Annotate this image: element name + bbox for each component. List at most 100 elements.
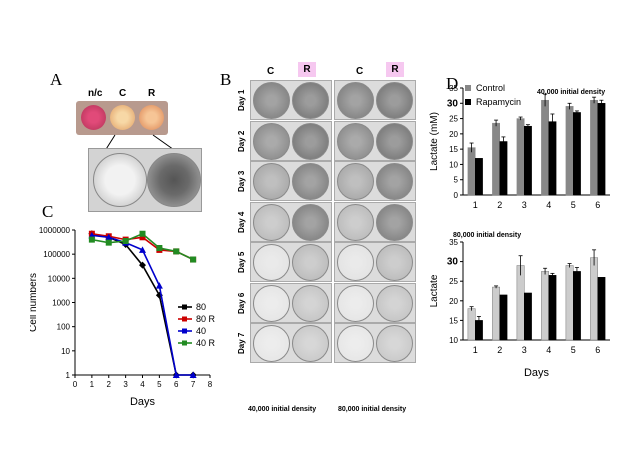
data-point [105, 239, 112, 246]
panel-b-col-r-2: R [386, 62, 404, 77]
bar [524, 292, 532, 341]
panel-b-plate [334, 120, 416, 161]
x-tick-label: 3 [522, 200, 527, 210]
bar [573, 112, 581, 196]
panel-b-well [337, 82, 374, 119]
panel-b-well [337, 163, 374, 200]
panel-b-plate [250, 80, 332, 120]
panel-b-well [337, 122, 374, 160]
bar [492, 122, 501, 196]
x-tick-label: 4 [140, 380, 145, 389]
x-tick-label: 3 [522, 345, 527, 355]
bar [516, 265, 525, 341]
panel-b-day-label: Day 5 [237, 251, 246, 273]
y-tick-label: 35 [449, 238, 458, 247]
panel-a-label-c: C [119, 88, 127, 99]
chart-title: 40,000 initial density [537, 89, 605, 96]
y-tick-label: 5 [454, 176, 459, 185]
bar [499, 141, 508, 196]
bar [573, 271, 581, 341]
panel-b-col-r-1: R [298, 62, 316, 77]
bar [467, 308, 476, 341]
y-tick-label: 15 [449, 145, 458, 154]
panel-b-well [292, 284, 329, 322]
x-tick-label: 6 [595, 345, 600, 355]
legend-label: 80 [196, 302, 206, 312]
data-point [122, 238, 129, 245]
panel-b-plate [250, 323, 332, 363]
y-tick-label: 1000 [52, 299, 70, 308]
y-tick-label: 35 [449, 84, 458, 93]
y-axis-label: Lactate (mM) [429, 112, 440, 171]
bar [516, 118, 525, 196]
panel-b-well [292, 203, 329, 241]
data-point [172, 371, 180, 378]
panel-b-plate [250, 282, 332, 323]
x-tick-label: 5 [157, 380, 162, 389]
x-tick-label: 5 [571, 345, 576, 355]
y-tick-label: 1 [66, 371, 71, 380]
legend-swatch [465, 99, 471, 105]
panel-a-letter: A [50, 70, 63, 89]
well-nc [81, 105, 106, 130]
x-axis-label: Days [524, 367, 550, 379]
panel-b-letter: B [220, 70, 232, 89]
y-tick-label: 20 [449, 130, 458, 139]
panel-d-bar-chart-40k: 0 5 10 15 20 25 30 35 1 2 3 4 5 6 Lactate (mM) 40,000 i… [429, 83, 610, 210]
panel-b-well [376, 325, 413, 362]
panel-b-caption-80k: 80,000 initial density [338, 406, 407, 413]
data-point [189, 371, 197, 378]
x-tick-label: 4 [546, 345, 551, 355]
data-point [190, 256, 197, 263]
panel-b-well [376, 203, 413, 241]
panel-b-plate [334, 323, 416, 363]
panel-b-well [292, 244, 329, 281]
data-point [88, 236, 95, 243]
bar [541, 99, 550, 196]
panel-b-well [337, 203, 374, 241]
panel-b-day-label: Day 3 [237, 170, 246, 192]
panel-b-plate [334, 242, 416, 282]
panel-b-caption-40k: 40,000 initial density [248, 406, 317, 413]
y-tick-label: 25 [449, 115, 458, 124]
panel-b-day-label: Day 1 [237, 89, 246, 111]
data-point [173, 248, 180, 255]
data-point [139, 230, 146, 237]
panel-b-well [376, 163, 413, 200]
data-point [156, 244, 163, 251]
panel-b-well [376, 122, 413, 160]
panel-d-bar-chart-80k: 10 15 20 25 30 35 1 2 3 4 5 6 Lactate 80,000 initial … [429, 232, 610, 379]
panel-b-well [376, 82, 413, 119]
panel-b-well [292, 82, 329, 119]
bar [597, 103, 606, 196]
x-axis-label: Days [130, 396, 156, 408]
bar [467, 147, 476, 196]
well-c [110, 105, 135, 130]
panel-a-plate [88, 148, 202, 212]
panel-b-well [337, 244, 374, 281]
panel-b-plate [250, 201, 332, 242]
y-tick-label: 10 [449, 336, 458, 345]
x-tick-label: 1 [473, 200, 478, 210]
panel-b-plate [334, 80, 416, 120]
panel-a-label-r: R [148, 88, 156, 99]
legend-label: 40 [196, 326, 206, 336]
panel-b-day-label: Day 4 [237, 211, 246, 233]
panel-b-well [337, 325, 374, 362]
bar [548, 121, 557, 196]
y-tick-label: 10000 [48, 274, 71, 283]
x-tick-label: 6 [174, 380, 179, 389]
panel-b-plate [334, 201, 416, 242]
panel-b-well [292, 122, 329, 160]
panel-b-col-c-1: C [267, 66, 275, 77]
bar [590, 99, 598, 196]
y-tick-label: 30 [447, 257, 459, 268]
data-point [139, 261, 146, 269]
plate-well-rapamycin [147, 153, 201, 207]
panel-b-plate [250, 242, 332, 282]
bar [541, 271, 550, 341]
data-point [155, 282, 163, 289]
panel-b-well [253, 122, 290, 160]
panel-b-well [253, 325, 290, 362]
